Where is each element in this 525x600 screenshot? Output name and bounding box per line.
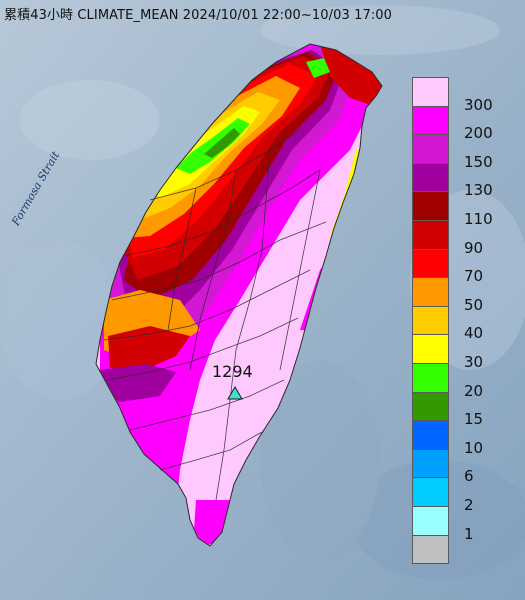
map-title: 累積43小時 CLIMATE_MEAN 2024/10/01 22:00~10/… (4, 8, 393, 23)
legend-swatch (412, 134, 449, 164)
legend-swatch (412, 162, 449, 193)
legend-swatch (412, 191, 449, 221)
legend-label: 50 (464, 295, 484, 314)
zone-sw-130 (100, 364, 176, 402)
legend-swatch (412, 220, 449, 250)
legend-label: 40 (464, 324, 484, 343)
legend-label: 110 (464, 210, 493, 228)
legend-swatch (412, 363, 449, 393)
max-rainfall-value: 1294 (212, 362, 253, 381)
legend-swatch (412, 248, 449, 279)
legend-label: 130 (464, 181, 493, 200)
legend-label: 200 (464, 124, 493, 143)
zone-15 (204, 128, 240, 158)
legend-label: 300 (464, 95, 493, 114)
triangle-marker-icon (227, 386, 243, 400)
legend-swatch (412, 277, 449, 307)
legend-label: 30 (464, 353, 484, 371)
legend-label: 2 (464, 496, 474, 514)
legend-swatch (412, 477, 449, 507)
legend-label: 150 (464, 152, 493, 171)
legend-label: 15 (464, 410, 484, 429)
zone-sw-90 (108, 326, 190, 372)
legend-swatch (412, 448, 449, 479)
legend-label: 6 (464, 467, 474, 486)
legend-swatch (412, 305, 449, 336)
legend-swatch (412, 391, 449, 422)
zone-ne-20 (306, 58, 330, 78)
legend-label: 1 (464, 524, 474, 543)
legend-label: 20 (464, 381, 484, 400)
legend-swatch (412, 534, 449, 565)
legend-label: 10 (464, 438, 484, 457)
zone-ne-90 (320, 44, 382, 104)
legend-label: 90 (464, 238, 484, 257)
county-boundaries (103, 129, 327, 501)
legend-label: 70 (464, 267, 484, 286)
legend-swatch (412, 105, 449, 136)
island-outline (95, 43, 383, 547)
legend-swatch (412, 420, 449, 450)
legend-swatch (412, 77, 449, 107)
legend-swatch (412, 334, 449, 364)
legend-swatch (412, 506, 449, 536)
